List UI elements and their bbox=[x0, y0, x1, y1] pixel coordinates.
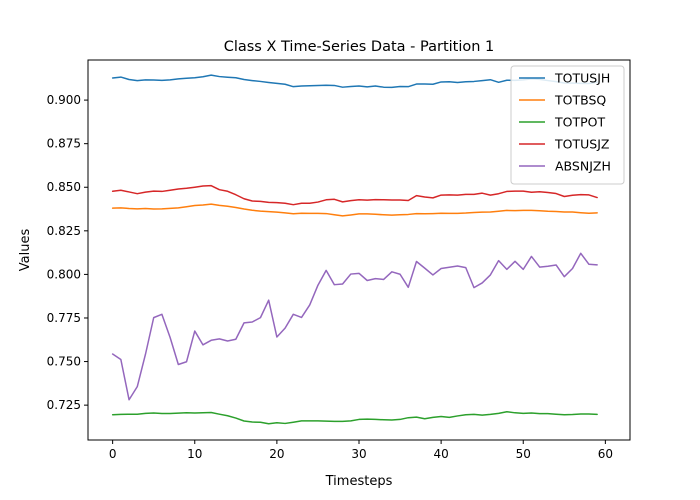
y-tick-label: 0.850 bbox=[47, 180, 81, 194]
x-tick-label: 20 bbox=[269, 447, 284, 461]
legend-label-totpot: TOTPOT bbox=[554, 115, 605, 130]
x-tick-label: 60 bbox=[598, 447, 613, 461]
x-tick-label: 50 bbox=[516, 447, 531, 461]
legend-box bbox=[510, 65, 625, 185]
y-tick-label: 0.825 bbox=[47, 224, 81, 238]
legend-label-absnjzh: ABSNJZH bbox=[555, 159, 611, 174]
x-tick-label: 30 bbox=[351, 447, 366, 461]
y-axis-label: Values bbox=[18, 229, 33, 272]
legend-label-totusjh: TOTUSJH bbox=[554, 71, 610, 86]
plot-frame bbox=[87, 59, 631, 441]
legend: TOTUSJH TOTBSQ TOTPOT TOTUSJZ ABSNJZH bbox=[510, 65, 625, 185]
y-tick-label: 0.775 bbox=[47, 311, 81, 325]
x-tick-label: 0 bbox=[109, 447, 117, 461]
y-tick-label: 0.750 bbox=[47, 355, 81, 369]
series-line-totbsq bbox=[111, 203, 598, 217]
series-line-absnjzh bbox=[111, 252, 598, 401]
x-tick-label: 10 bbox=[187, 447, 202, 461]
x-axis-label: Timesteps bbox=[325, 474, 393, 489]
y-tick-label: 0.800 bbox=[47, 267, 81, 281]
x-tick-label: 40 bbox=[433, 447, 448, 461]
legend-label-totbsq: TOTBSQ bbox=[554, 93, 606, 108]
y-tick-label: 0.875 bbox=[47, 137, 81, 151]
series-line-totusjz bbox=[111, 184, 598, 206]
y-tick-label: 0.725 bbox=[47, 398, 81, 412]
legend-label-totusjz: TOTUSJZ bbox=[554, 137, 609, 152]
chart-title: Class X Time-Series Data - Partition 1 bbox=[224, 39, 495, 55]
y-tick-label: 0.900 bbox=[47, 93, 81, 107]
series-line-totpot bbox=[111, 411, 598, 425]
